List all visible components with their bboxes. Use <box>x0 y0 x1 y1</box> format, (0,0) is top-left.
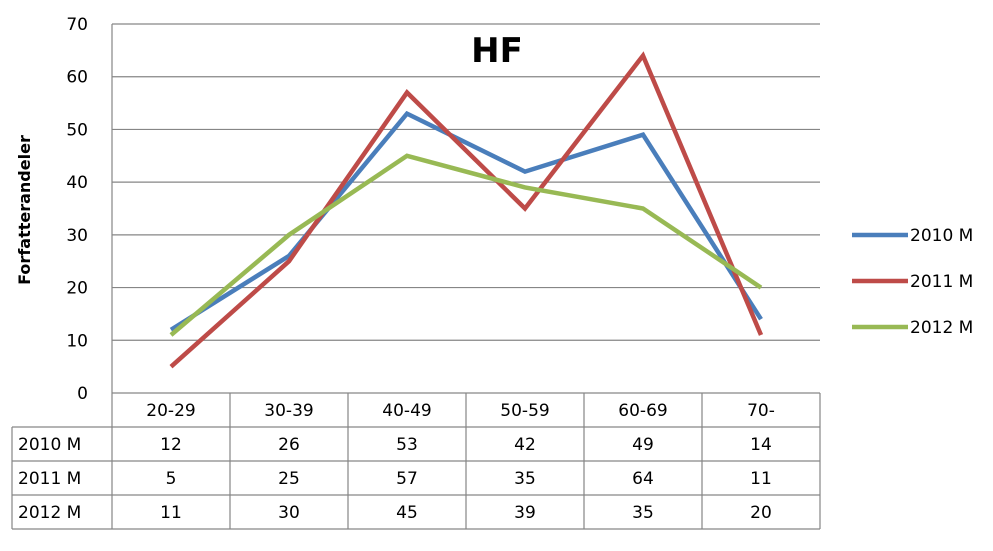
table-cell-value: 5 <box>166 469 177 489</box>
series-line <box>169 153 763 337</box>
table-series-name: 2012 M <box>18 503 81 523</box>
y-tick-label: 20 <box>66 279 88 299</box>
legend: 2010 M 2011 M 2012 M <box>852 226 973 338</box>
legend-label: 2011 M <box>910 272 973 292</box>
table-cell-value: 42 <box>514 435 536 455</box>
category-label: 30-39 <box>264 401 313 421</box>
category-label: 60-69 <box>618 401 667 421</box>
table-cell-value: 53 <box>396 435 418 455</box>
table-cell-value: 39 <box>514 503 536 523</box>
legend-label: 2012 M <box>910 318 973 338</box>
y-tick-label: 50 <box>66 120 88 140</box>
y-tick-label: 60 <box>66 68 88 88</box>
y-tick-label: 10 <box>66 331 88 351</box>
table-cell-value: 20 <box>750 503 772 523</box>
gridlines <box>111 23 820 393</box>
y-tick-label: 40 <box>66 173 88 193</box>
table-cell-value: 35 <box>514 469 536 489</box>
table-cell-value: 45 <box>396 503 418 523</box>
table-series-name: 2010 M <box>18 435 81 455</box>
table-cell-value: 49 <box>632 435 654 455</box>
y-tick-label: 0 <box>77 384 88 404</box>
table-cell-value: 57 <box>396 469 418 489</box>
series-lines <box>169 51 764 369</box>
category-label: 20-29 <box>146 401 195 421</box>
table-series-name: 2011 M <box>18 469 81 489</box>
category-label: 70- <box>747 401 775 421</box>
y-axis-title: Forfatterandeler <box>15 135 34 285</box>
series-line <box>169 51 764 369</box>
legend-label: 2010 M <box>910 226 973 246</box>
table-cell-value: 35 <box>632 503 654 523</box>
table-cell-value: 26 <box>278 435 300 455</box>
y-tick-label: 70 <box>66 15 88 35</box>
table-cell-value: 30 <box>278 503 300 523</box>
table-cell-value: 11 <box>750 469 772 489</box>
table-cell-value: 25 <box>278 469 300 489</box>
data-table: 20-29 30-39 40-49 50-59 60-69 70-2010 M 12 26 53… <box>11 392 821 530</box>
y-axis-ticks: 0 10 20 30 40 50 60 70 <box>66 15 88 404</box>
table-cell-value: 12 <box>160 435 182 455</box>
table-cell-value: 64 <box>632 469 654 489</box>
table-cell-value: 11 <box>160 503 182 523</box>
category-label: 40-49 <box>382 401 431 421</box>
table-cell-value: 14 <box>750 435 772 455</box>
series-line <box>169 110 763 332</box>
category-label: 50-59 <box>500 401 549 421</box>
chart-title: HF <box>471 31 523 71</box>
y-tick-label: 30 <box>66 226 88 246</box>
